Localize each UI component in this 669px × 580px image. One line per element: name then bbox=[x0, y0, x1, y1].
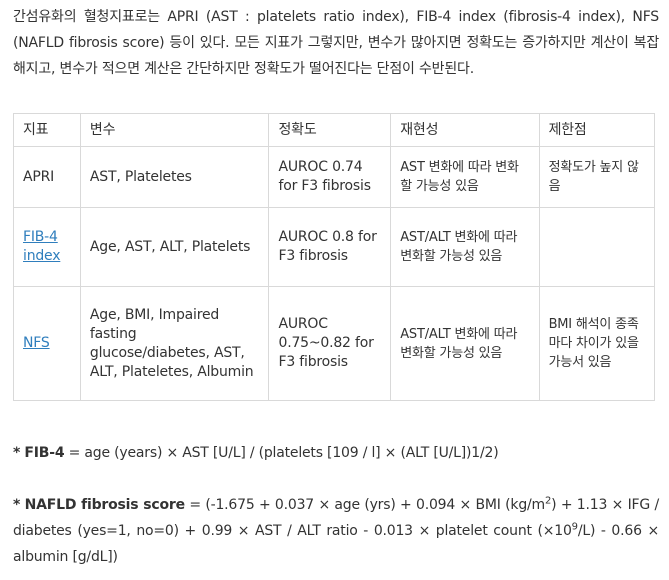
fib4-formula-text: = age (years) × AST [U/L] / (platelets [… bbox=[64, 445, 499, 461]
fib4-label: FIB-4 bbox=[24, 445, 65, 461]
cell-reproducibility: AST 변화에 따라 변화할 가능성 있음 bbox=[390, 146, 540, 208]
cell-accuracy: AUROC 0.74 for F3 fibrosis bbox=[268, 146, 392, 208]
nfs-formula-text-c: /L) - 0.66 × albumin [g/dL]) bbox=[13, 523, 659, 565]
header-limitation: 제한점 bbox=[538, 113, 656, 147]
cell-index: FIB-4 index bbox=[13, 207, 81, 287]
nfs-sup-ninth: 9 bbox=[571, 521, 578, 533]
cell-index: NFS bbox=[13, 286, 81, 401]
header-accuracy: 정확도 bbox=[268, 113, 392, 147]
fib4-formula: * FIB-4 = age (years) × AST [U/L] / (pla… bbox=[13, 440, 659, 466]
table-header-row: 지표 변수 정확도 재현성 제한점 bbox=[13, 113, 656, 147]
nfs-bullet: * bbox=[13, 497, 21, 513]
table-row: FIB-4 index Age, AST, ALT, Platelets AUR… bbox=[13, 207, 656, 287]
header-index: 지표 bbox=[13, 113, 81, 147]
nfs-formula: * NAFLD fibrosis score = (-1.675 + 0.037… bbox=[13, 492, 659, 570]
table-row: NFS Age, BMI, Impaired fasting glucose/d… bbox=[13, 286, 656, 401]
nfs-sup-squared: 2 bbox=[544, 495, 552, 507]
header-variables: 변수 bbox=[79, 113, 270, 147]
nfs-formula-text-a: = (-1.675 + 0.037 × age (yrs) + 0.094 × … bbox=[184, 497, 545, 513]
cell-limitation bbox=[538, 207, 656, 287]
nfs-formula-text-b: ) + 1.13 × IFG / diabetes (yes=1, no=0) … bbox=[13, 497, 659, 539]
nfs-label: NAFLD fibrosis score bbox=[24, 497, 186, 513]
cell-limitation: 정확도가 높지 않음 bbox=[538, 146, 656, 208]
fibrosis-index-table: 지표 변수 정확도 재현성 제한점 APRI AST, Plateletes A… bbox=[13, 113, 656, 401]
cell-reproducibility: AST/ALT 변화에 따라 변화할 가능성 있음 bbox=[390, 207, 540, 287]
cell-index: APRI bbox=[13, 146, 81, 208]
cell-variables: Age, BMI, Impaired fasting glucose/diabe… bbox=[79, 286, 270, 401]
cell-limitation: BMI 해석이 종족마다 차이가 있을 가능서 있음 bbox=[538, 286, 656, 401]
fib4-index-link[interactable]: FIB-4 index bbox=[23, 229, 61, 264]
cell-variables: AST, Plateletes bbox=[79, 146, 270, 208]
fib4-bullet: * bbox=[13, 445, 21, 461]
cell-reproducibility: AST/ALT 변화에 따라 변화할 가능성 있음 bbox=[390, 286, 540, 401]
nfs-link[interactable]: NFS bbox=[23, 335, 50, 351]
header-reproducibility: 재현성 bbox=[390, 113, 540, 147]
intro-paragraph: 간섬유화의 혈청지표로는 APRI (AST : platelets ratio… bbox=[13, 9, 659, 77]
table-row: APRI AST, Plateletes AUROC 0.74 for F3 f… bbox=[13, 146, 656, 208]
cell-accuracy: AUROC 0.8 for F3 fibrosis bbox=[268, 207, 392, 287]
cell-accuracy: AUROC 0.75~0.82 for F3 fibrosis bbox=[268, 286, 392, 401]
cell-variables: Age, AST, ALT, Platelets bbox=[79, 207, 270, 287]
